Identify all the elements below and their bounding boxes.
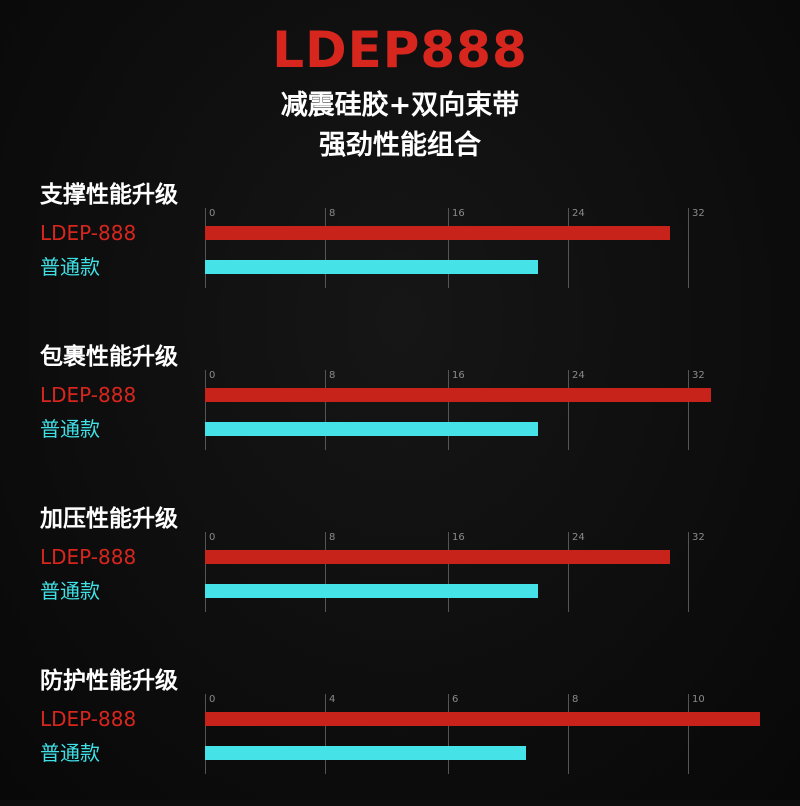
gridline bbox=[205, 370, 206, 450]
series-label-ldep: LDEP-888 bbox=[40, 383, 137, 407]
tick-label: 16 bbox=[452, 532, 465, 543]
series-label-ldep: LDEP-888 bbox=[40, 221, 137, 245]
gridline bbox=[688, 370, 689, 450]
tick-label: 16 bbox=[452, 370, 465, 381]
chart-title: 防护性能升级 bbox=[40, 668, 178, 694]
series-label-standard: 普通款 bbox=[40, 579, 100, 603]
bar-ldep-888 bbox=[205, 550, 670, 564]
chart-title: 包裹性能升级 bbox=[40, 344, 178, 370]
tick-label: 8 bbox=[572, 694, 579, 705]
tick-label: 0 bbox=[209, 208, 216, 219]
series-label-ldep: LDEP-888 bbox=[40, 545, 137, 569]
gridline bbox=[568, 532, 569, 612]
series-label-standard: 普通款 bbox=[40, 255, 100, 279]
bar-standard bbox=[205, 746, 526, 760]
tick-label: 24 bbox=[572, 208, 585, 219]
tick-label: 10 bbox=[692, 694, 705, 705]
bar-standard bbox=[205, 584, 538, 598]
chart-section: 支撑性能升级 LDEP-888 普通款 0 8 16 24 32 bbox=[0, 180, 800, 320]
subtitle-line-1: 减震硅胶+双向束带 bbox=[280, 90, 520, 121]
bar-standard bbox=[205, 422, 538, 436]
tick-label: 32 bbox=[692, 370, 705, 381]
tick-label: 0 bbox=[209, 694, 216, 705]
tick-label: 8 bbox=[329, 208, 336, 219]
gridline bbox=[448, 370, 449, 450]
subtitle-line-2: 强劲性能组合 bbox=[319, 130, 481, 161]
tick-label: 0 bbox=[209, 370, 216, 381]
chart-section: 加压性能升级 LDEP-888 普通款 0 8 16 24 32 bbox=[0, 504, 800, 644]
gridline bbox=[688, 694, 689, 774]
tick-label: 6 bbox=[452, 694, 459, 705]
chart-section: 防护性能升级 LDEP-888 普通款 0 4 6 8 10 bbox=[0, 666, 800, 806]
gridline bbox=[568, 694, 569, 774]
tick-label: 24 bbox=[572, 370, 585, 381]
gridline bbox=[205, 208, 206, 288]
chart-title: 支撑性能升级 bbox=[40, 182, 178, 208]
tick-label: 8 bbox=[329, 370, 336, 381]
chart-section: 包裹性能升级 LDEP-888 普通款 0 8 16 24 32 bbox=[0, 342, 800, 482]
gridline bbox=[325, 694, 326, 774]
gridline bbox=[448, 694, 449, 774]
tick-label: 8 bbox=[329, 532, 336, 543]
gridline bbox=[568, 370, 569, 450]
gridline bbox=[325, 208, 326, 288]
gridline bbox=[205, 694, 206, 774]
gridline bbox=[688, 208, 689, 288]
gridline bbox=[205, 532, 206, 612]
tick-label: 4 bbox=[329, 694, 336, 705]
tick-label: 32 bbox=[692, 208, 705, 219]
page-title: LDEP888 bbox=[272, 21, 528, 79]
tick-label: 16 bbox=[452, 208, 465, 219]
gridline bbox=[568, 208, 569, 288]
series-label-ldep: LDEP-888 bbox=[40, 707, 137, 731]
gridline bbox=[325, 532, 326, 612]
tick-label: 24 bbox=[572, 532, 585, 543]
series-label-standard: 普通款 bbox=[40, 417, 100, 441]
gridline bbox=[325, 370, 326, 450]
tick-label: 0 bbox=[209, 532, 216, 543]
gridline bbox=[448, 208, 449, 288]
bar-ldep-888 bbox=[205, 388, 711, 402]
tick-label: 32 bbox=[692, 532, 705, 543]
bar-standard bbox=[205, 260, 538, 274]
gridline bbox=[448, 532, 449, 612]
bar-ldep-888 bbox=[205, 226, 670, 240]
chart-title: 加压性能升级 bbox=[40, 506, 178, 532]
bar-ldep-888 bbox=[205, 712, 760, 726]
series-label-standard: 普通款 bbox=[40, 741, 100, 765]
gridline bbox=[688, 532, 689, 612]
